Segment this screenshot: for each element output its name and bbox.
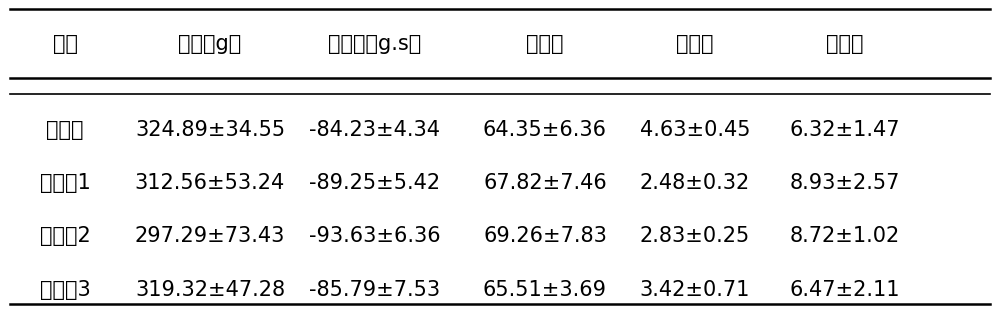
Text: 8.72±1.02: 8.72±1.02 xyxy=(790,226,900,246)
Text: 64.35±6.36: 64.35±6.36 xyxy=(483,120,607,140)
Text: 凝聚性: 凝聚性 xyxy=(526,34,564,54)
Text: 咀嚼性: 咀嚼性 xyxy=(676,34,714,54)
Text: 3.42±0.71: 3.42±0.71 xyxy=(640,280,750,300)
Text: 69.26±7.83: 69.26±7.83 xyxy=(483,226,607,246)
Text: 对照例: 对照例 xyxy=(46,120,84,140)
Text: 实施例3: 实施例3 xyxy=(40,280,90,300)
Text: 回复性: 回复性 xyxy=(826,34,864,54)
Text: 319.32±47.28: 319.32±47.28 xyxy=(135,280,285,300)
Text: 2.48±0.32: 2.48±0.32 xyxy=(640,173,750,193)
Text: 黏附性（g.s）: 黏附性（g.s） xyxy=(328,34,422,54)
Text: 硬度（g）: 硬度（g） xyxy=(178,34,242,54)
Text: 297.29±73.43: 297.29±73.43 xyxy=(135,226,285,246)
Text: -84.23±4.34: -84.23±4.34 xyxy=(310,120,440,140)
Text: -89.25±5.42: -89.25±5.42 xyxy=(309,173,441,193)
Text: 312.56±53.24: 312.56±53.24 xyxy=(135,173,285,193)
Text: 实施例1: 实施例1 xyxy=(40,173,90,193)
Text: 样品: 样品 xyxy=(52,34,78,54)
Text: 实施例2: 实施例2 xyxy=(40,226,90,246)
Text: 4.63±0.45: 4.63±0.45 xyxy=(640,120,750,140)
Text: -93.63±6.36: -93.63±6.36 xyxy=(309,226,441,246)
Text: 8.93±2.57: 8.93±2.57 xyxy=(790,173,900,193)
Text: 6.32±1.47: 6.32±1.47 xyxy=(790,120,900,140)
Text: 2.83±0.25: 2.83±0.25 xyxy=(640,226,750,246)
Text: 67.82±7.46: 67.82±7.46 xyxy=(483,173,607,193)
Text: 65.51±3.69: 65.51±3.69 xyxy=(483,280,607,300)
Text: -85.79±7.53: -85.79±7.53 xyxy=(309,280,441,300)
Text: 324.89±34.55: 324.89±34.55 xyxy=(135,120,285,140)
Text: 6.47±2.11: 6.47±2.11 xyxy=(790,280,900,300)
